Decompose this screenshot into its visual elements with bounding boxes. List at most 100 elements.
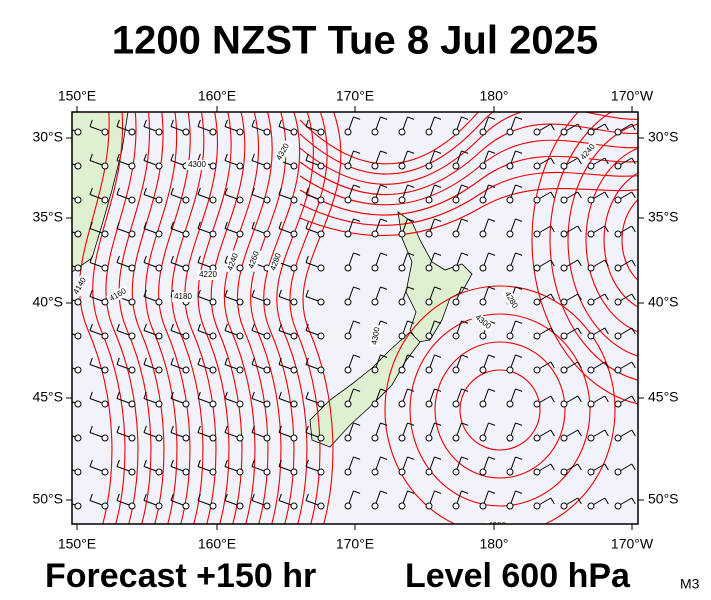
wind-station — [479, 468, 487, 476]
wind-station — [128, 468, 136, 476]
wind-station — [290, 434, 298, 442]
wind-station — [560, 264, 568, 272]
contour-label-text: 4300 — [188, 160, 206, 169]
wind-station — [101, 332, 109, 340]
contour — [299, 112, 479, 165]
contour-label: 4240 — [224, 249, 242, 275]
wind-station — [533, 230, 541, 238]
wind-station — [236, 264, 244, 272]
wind-barb — [604, 463, 609, 471]
wind-barb — [63, 120, 65, 127]
wind-station — [236, 400, 244, 408]
wind-barb — [353, 320, 361, 324]
wind-station — [479, 332, 487, 340]
wind-barb — [461, 388, 469, 392]
wind-station — [344, 400, 352, 408]
contour-label: 4300 — [186, 160, 208, 170]
wind-station — [371, 196, 379, 204]
wind-barb — [197, 391, 201, 399]
wind-barb — [434, 252, 442, 256]
level-label: Level 600 hPa — [405, 557, 631, 595]
contour-label-box — [486, 521, 508, 524]
wind-barb — [550, 497, 555, 505]
wind-station — [425, 162, 433, 170]
wind-barb — [434, 354, 442, 358]
wind-station — [560, 400, 568, 408]
wind-station — [128, 332, 136, 340]
wind-station — [614, 468, 622, 476]
wind-barb — [170, 153, 174, 161]
wind-station — [263, 230, 271, 238]
wind-station — [290, 332, 298, 340]
wind-station — [317, 128, 325, 136]
wind-barb — [550, 123, 555, 131]
wind-station — [587, 400, 595, 408]
wind-station — [425, 366, 433, 374]
wind-station — [317, 264, 325, 272]
wind-barb — [604, 123, 609, 131]
wind-station — [452, 400, 460, 408]
wind-station — [614, 264, 622, 272]
wind-station — [560, 502, 568, 510]
contour — [531, 112, 638, 405]
map-layer: 4320430042804260424042204180416041404300… — [63, 112, 638, 524]
wind-barb — [251, 221, 255, 229]
wind-barb — [197, 357, 201, 365]
wind-barb — [143, 459, 147, 467]
wind-barb — [631, 123, 636, 131]
contour — [434, 341, 566, 479]
wind-station — [182, 230, 190, 238]
wind-station — [128, 264, 136, 272]
wind-station — [101, 162, 109, 170]
wind-barb — [407, 116, 415, 120]
wind-station — [587, 468, 595, 476]
wind-station — [479, 196, 487, 204]
wind-station — [479, 502, 487, 510]
wind-barb — [577, 395, 582, 403]
wind-barb — [434, 456, 442, 460]
contour-label-box — [267, 249, 285, 275]
wind-station — [425, 196, 433, 204]
wind-barb — [604, 191, 609, 199]
wind-barb — [434, 116, 442, 120]
wind-barb — [197, 187, 201, 195]
wind-station — [74, 264, 82, 272]
wind-barb — [278, 289, 282, 297]
wind-station — [560, 366, 568, 374]
wind-station — [236, 502, 244, 510]
wind-station — [263, 468, 271, 476]
wind-barb — [604, 327, 609, 335]
wind-barb — [577, 225, 582, 233]
wind-station — [533, 366, 541, 374]
contour-label: 4180 — [172, 292, 194, 302]
wind-station — [398, 298, 406, 306]
wind-barb — [631, 429, 636, 437]
wind-barb — [380, 286, 388, 290]
wind-station — [317, 162, 325, 170]
wind-station — [182, 502, 190, 510]
wind-barb — [515, 286, 523, 290]
wind-barb — [380, 218, 388, 222]
wind-barb — [488, 252, 496, 256]
contour-label-box — [224, 249, 242, 275]
contour — [299, 171, 638, 226]
wind-barb — [224, 391, 228, 399]
wind-barb — [550, 293, 555, 301]
contour — [549, 112, 638, 381]
wind-barb — [224, 255, 228, 263]
wind-barb — [461, 218, 469, 222]
wind-station — [317, 298, 325, 306]
wind-station — [209, 400, 217, 408]
wind-station — [128, 502, 136, 510]
wind-barb — [89, 391, 93, 399]
wind-barb — [143, 221, 147, 229]
wind-station — [506, 162, 514, 170]
wind-station — [182, 434, 190, 442]
wind-station — [560, 128, 568, 136]
contour — [299, 155, 638, 216]
wind-barb — [577, 497, 582, 505]
wind-barb — [170, 119, 174, 127]
wind-station — [209, 468, 217, 476]
wind-barb — [305, 153, 309, 161]
wind-station — [560, 434, 568, 442]
